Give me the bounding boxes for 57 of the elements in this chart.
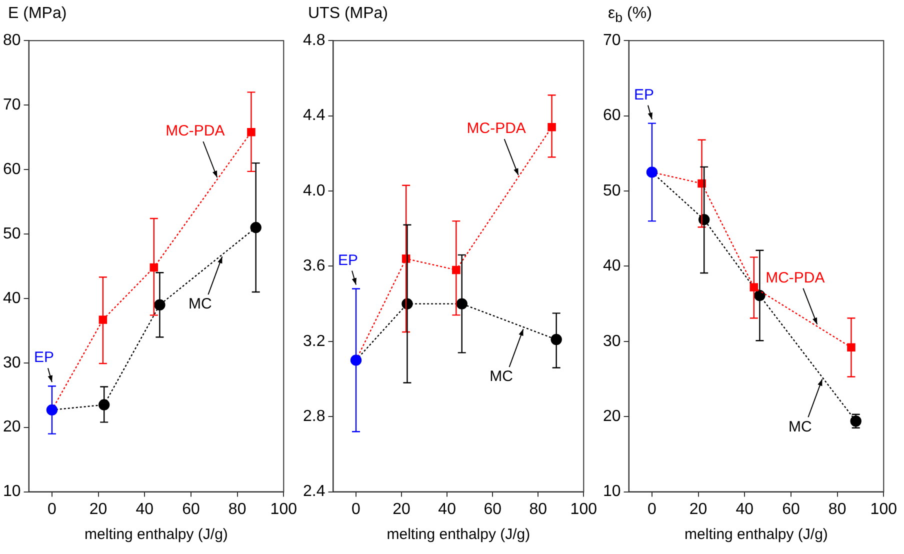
y-axis-title: ε$_{b}$ (%) — [607, 4, 653, 28]
y-tick-label: 70 — [603, 32, 621, 50]
y-tick-label: 10 — [3, 483, 21, 500]
point — [646, 166, 658, 178]
y-axis-title: E (MPa) — [7, 4, 68, 24]
x-tick-label: 0 — [352, 500, 361, 518]
x-tick-label: 40 — [136, 500, 154, 518]
x-axis-title: melting enthalpy (J/g) — [84, 526, 228, 544]
x-tick-label: 80 — [828, 500, 846, 518]
y-axis-title: UTS (MPa) — [307, 4, 389, 24]
y-tick-label: 70 — [3, 96, 21, 114]
x-tick-label: 20 — [89, 500, 108, 518]
y-tick-label: 4.4 — [302, 107, 326, 124]
text: EP — [338, 252, 358, 269]
y-tick-label: 80 — [3, 32, 21, 50]
y-tick-label: 40 — [3, 290, 21, 307]
y-tick-label: 2.8 — [302, 408, 326, 426]
text: MC — [788, 418, 812, 436]
x-tick-label: 0 — [648, 500, 657, 518]
y-tick-label: 60 — [603, 107, 621, 124]
x-tick-label: 60 — [782, 500, 800, 518]
y-tick-label: 50 — [603, 182, 621, 200]
point — [98, 399, 110, 410]
y-tick-label: 30 — [3, 354, 21, 372]
y-tick-label: 10 — [603, 483, 621, 500]
x-tick-label: 60 — [182, 500, 200, 518]
x-tick-label: 80 — [228, 500, 246, 518]
x-tick-label: 60 — [484, 500, 502, 518]
y-tick-label: 40 — [603, 258, 621, 275]
y-tick-label: 3.2 — [302, 332, 326, 350]
x-tick-label: 100 — [270, 500, 298, 518]
y-tick-label: 50 — [3, 225, 21, 242]
y-tick-label: 30 — [603, 332, 621, 350]
x-tick-label: 40 — [736, 500, 754, 518]
series-label: MC — [188, 296, 212, 313]
x-tick-label: 100 — [570, 500, 598, 518]
y-tick-label: 2.4 — [302, 483, 326, 500]
y-tick-label: 20 — [603, 408, 621, 426]
y-tick-label: 20 — [3, 418, 21, 436]
y-tick-label: 4.0 — [302, 182, 326, 200]
series-label: MC-PDA — [766, 270, 825, 286]
x-tick-label: 20 — [689, 500, 708, 518]
x-tick-label: 20 — [392, 500, 411, 518]
x-tick-label: 100 — [870, 500, 898, 518]
y-tick-label: 3.6 — [302, 258, 326, 275]
x-tick-label: 80 — [529, 500, 548, 518]
y-tick-label: 4.8 — [302, 32, 326, 50]
x-axis-title: melting enthalpy (J/g) — [386, 526, 530, 544]
series-label: MC-PDA — [166, 122, 225, 140]
x-tick-label: 40 — [438, 500, 456, 518]
x-tick-label: 0 — [48, 500, 57, 518]
text: EP — [34, 349, 54, 366]
series-label: MC-PDA — [466, 120, 526, 138]
text: EP — [634, 86, 654, 104]
x-axis-title: melting enthalpy (J/g) — [684, 526, 828, 544]
text: MC — [490, 368, 514, 386]
y-tick-label: 60 — [3, 160, 21, 178]
